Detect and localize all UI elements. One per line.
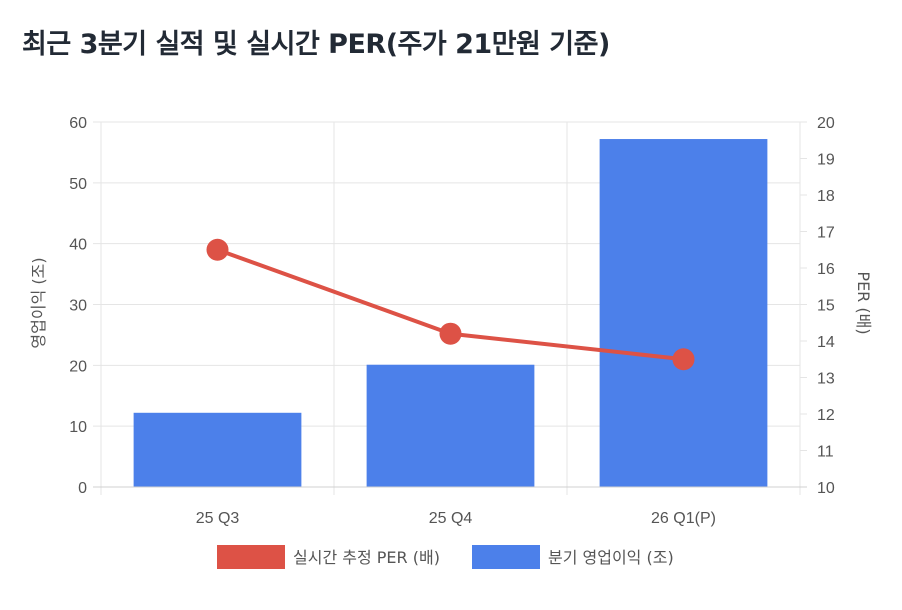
y-right-tick-label: 19 [817,152,835,169]
y-left-tick-label: 10 [69,419,87,436]
per-point [672,348,695,371]
y-right-tick-label: 15 [817,298,835,315]
x-tick-label: 26 Q1(P) [651,510,716,527]
y-right-tick-label: 11 [817,444,834,461]
y-right-tick-label: 13 [817,371,835,388]
bar [599,139,768,488]
x-tick-label: 25 Q3 [196,510,240,527]
axis-layer: 0 10 20 30 40 50 60 10 11 12 13 14 15 16 17 18 19 20 25 Q3… [69,115,835,527]
x-tick-label: 25 Q4 [429,510,473,527]
y-left-tick-label: 50 [69,176,87,193]
y-right-tick-label: 10 [817,480,835,497]
legend-label: 분기 영업이익 (조) [548,548,674,567]
chart-title: 최근 3분기 실적 및 실시간 PER(주가 21만원 기준) [22,29,610,60]
bar-layer [133,139,768,488]
y-right-tick-label: 12 [817,407,835,424]
per-point [206,238,229,261]
legend-swatch [472,545,540,569]
y-left-tick-label: 20 [69,358,87,375]
y-left-tick-label: 60 [69,115,87,132]
line-layer [206,238,695,371]
bar [366,364,535,487]
y-right-tick-label: 16 [817,261,835,278]
bar [133,412,302,487]
y-right-tick-label: 18 [817,188,835,205]
y-left-tick-label: 0 [78,480,87,497]
y-right-tick-label: 20 [817,115,835,132]
y-right-tick-label: 17 [817,225,835,242]
y-axis-left-title: 영업이익 (조) [29,257,48,348]
legend: 실시간 추정 PER (배) 분기 영업이익 (조) [217,545,674,569]
per-point [439,322,462,345]
y-left-tick-label: 30 [69,298,87,315]
legend-swatch [217,545,285,569]
y-axis-right-title: PER (배) [854,271,873,334]
y-left-tick-label: 40 [69,237,87,254]
legend-label: 실시간 추정 PER (배) [293,548,440,567]
y-right-tick-label: 14 [817,334,835,351]
